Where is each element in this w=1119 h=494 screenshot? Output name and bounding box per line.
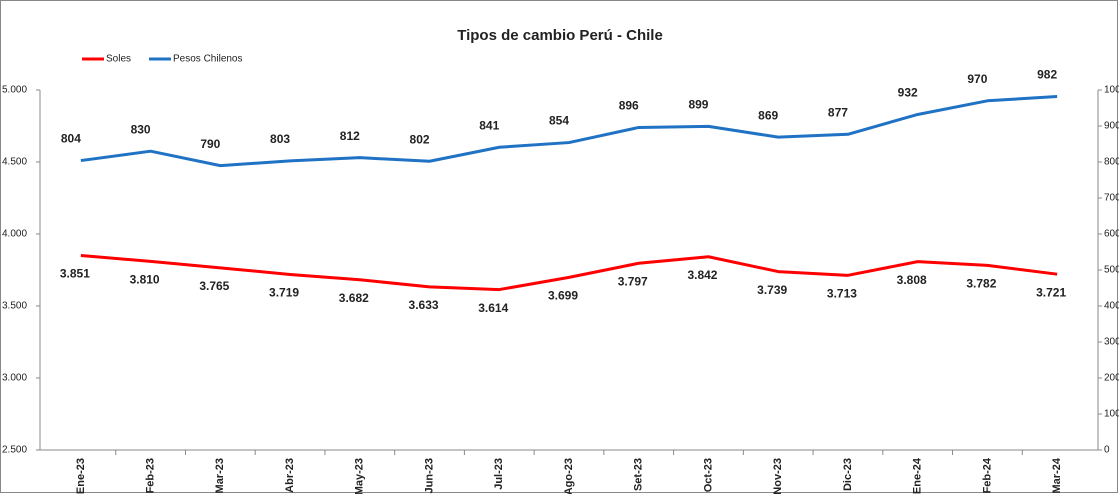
data-label: 841 — [479, 118, 499, 132]
y2-tick-label: 700 — [1104, 193, 1119, 204]
x-tick-label: Feb-24 — [981, 457, 993, 493]
data-label: 3.682 — [339, 291, 369, 305]
y2-tick-label: 300 — [1104, 337, 1119, 348]
data-label: 3.739 — [757, 283, 787, 297]
data-label: 3.633 — [409, 298, 439, 312]
y2-tick-label: 0 — [1104, 445, 1110, 456]
y-tick-label: 3.500 — [2, 301, 27, 312]
data-label: 3.614 — [478, 301, 508, 315]
data-label: 3.719 — [269, 286, 299, 300]
data-label: 3.842 — [687, 268, 717, 282]
y2-tick-label: 200 — [1104, 373, 1119, 384]
x-tick-label: Abr-23 — [284, 458, 296, 493]
y2-tick-label: 1000 — [1104, 85, 1119, 96]
data-label: 896 — [619, 99, 639, 113]
x-tick-label: Ago-23 — [563, 458, 575, 494]
data-label: 802 — [410, 132, 430, 146]
x-tick-label: Nov-23 — [772, 458, 784, 494]
x-tick-label: Mar-24 — [1051, 457, 1063, 493]
data-label: 3.721 — [1036, 285, 1066, 299]
data-label: 804 — [61, 132, 81, 146]
x-tick-label: May-23 — [354, 458, 366, 494]
data-label: 854 — [549, 114, 569, 128]
x-tick-label: Mar-23 — [214, 458, 226, 493]
series-line — [80, 94, 1058, 168]
data-label: 982 — [1037, 68, 1057, 82]
chart-title: Tipos de cambio Perú - Chile — [457, 27, 663, 44]
series-line — [80, 253, 1058, 292]
data-label: 3.797 — [618, 274, 648, 288]
y-tick-label: 4.500 — [2, 157, 27, 168]
data-label: 3.851 — [60, 267, 90, 281]
y-tick-label: 3.000 — [2, 373, 27, 384]
x-tick-label: Jun-23 — [423, 458, 435, 493]
data-label: 869 — [758, 108, 778, 122]
data-label: 3.810 — [130, 273, 160, 287]
data-label: 899 — [688, 98, 708, 112]
y-tick-label: 5.000 — [2, 85, 27, 96]
data-label: 803 — [270, 132, 290, 146]
legend-label: Soles — [106, 54, 131, 65]
data-label: 3.782 — [966, 277, 996, 291]
y-tick-label: 4.000 — [2, 229, 27, 240]
legend-label: Pesos Chilenos — [173, 54, 242, 65]
data-label: 3.765 — [199, 279, 229, 293]
x-tick-label: Ene-24 — [912, 457, 924, 494]
data-label: 3.713 — [827, 286, 857, 300]
data-label: 812 — [340, 129, 360, 143]
x-tick-label: Oct-23 — [702, 458, 714, 492]
y2-tick-label: 800 — [1104, 157, 1119, 168]
data-label: 932 — [898, 86, 918, 100]
x-tick-label: Jul-23 — [493, 458, 505, 490]
x-tick-label: Feb-23 — [145, 458, 157, 493]
x-tick-label: Set-23 — [633, 458, 645, 491]
y2-tick-label: 400 — [1104, 301, 1119, 312]
y2-tick-label: 600 — [1104, 229, 1119, 240]
x-tick-label: Dic-23 — [842, 458, 854, 491]
data-label: 830 — [131, 122, 151, 136]
data-label: 790 — [200, 137, 220, 151]
data-label: 877 — [828, 105, 848, 119]
data-label: 3.808 — [897, 273, 927, 287]
data-label: 3.699 — [548, 289, 578, 303]
y2-tick-label: 900 — [1104, 121, 1119, 132]
data-label: 970 — [967, 72, 987, 86]
y-tick-label: 2.500 — [2, 445, 27, 456]
y2-tick-label: 500 — [1104, 265, 1119, 276]
x-tick-label: Ene-23 — [75, 458, 87, 494]
y2-tick-label: 100 — [1104, 409, 1119, 420]
